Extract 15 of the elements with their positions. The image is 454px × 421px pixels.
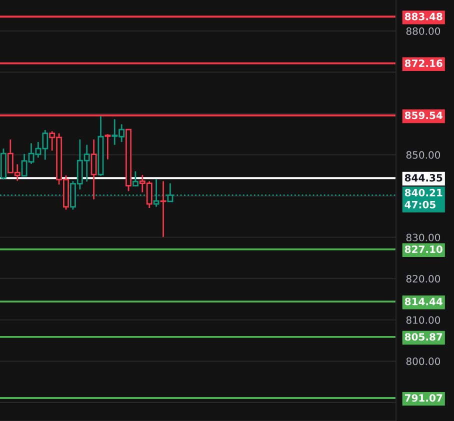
ref-line-label: 805.87: [404, 333, 442, 341]
ref-line-label: 859.54: [404, 112, 442, 120]
y-tick-label: 810.00: [406, 316, 440, 324]
y-tick-label: 880.00: [406, 27, 440, 35]
ref-line-label: 791.07: [405, 394, 442, 402]
ref-line-label: 827.10: [404, 245, 442, 254]
ref-line-label: 883.48: [404, 12, 442, 20]
ref-line-label: 844.35: [404, 174, 442, 182]
y-tick-label: 800.00: [406, 358, 440, 366]
ref-line-label: 840.21 47:05: [404, 188, 442, 208]
y-tick-label: 830.00: [406, 234, 440, 242]
ref-line-label: 872.16: [404, 59, 442, 68]
y-tick-label: 850.00: [406, 151, 440, 159]
y-tick-label: 820.00: [406, 274, 440, 283]
ref-line-label: 814.44: [404, 298, 442, 306]
